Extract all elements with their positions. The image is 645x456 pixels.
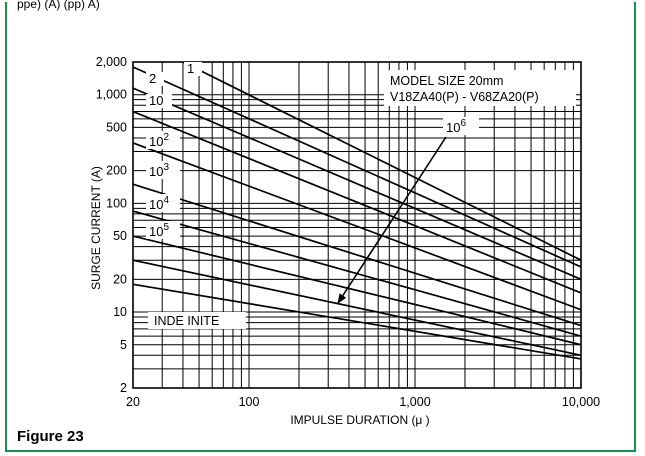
x-tick-label: 10,000 [562,395,600,409]
series-line [132,283,582,360]
y-tick-label: 50 [113,229,127,243]
y-tick-label: 10 [113,305,127,319]
curve-label: 105 [149,222,169,239]
x-tick-label: 1,000 [399,395,430,409]
curve-label: 103 [149,162,169,179]
curve-label-bg [146,161,180,179]
series-line [132,183,582,327]
series-line [182,61,582,261]
indefinite-label-bg [148,312,246,329]
curve-label: 106 [446,118,466,135]
curve-label-bg [146,94,172,108]
curve-label-bg [443,117,479,135]
series-layer [132,61,582,360]
y-tick-label: 2 [120,381,127,395]
y-tick-label: 200 [106,164,127,178]
axes: IMPULSE DURATION (μ ) SURGE CURRENT (A) … [89,55,600,427]
curve-label-bg [146,221,180,239]
series-line [132,259,582,357]
curve-label-bg [146,72,164,86]
y-tick-label: 5 [120,338,127,352]
y-tick-label: 1,000 [96,88,127,102]
curve-label: 2 [149,71,156,86]
model-size-text: MODEL SIZE 20mm [390,74,503,88]
model-range-text: V18ZA40(P) - V68ZA20(P) [390,90,539,104]
series-line [132,110,582,294]
y-tick-label: 100 [106,196,127,210]
y-tick-label: 20 [113,272,127,286]
x-axis-title: IMPULSE DURATION (μ ) [290,413,429,427]
y-tick-label: 2,000 [96,55,127,69]
y-axis-title: SURGE CURRENT (A) [89,166,103,290]
x-tick-label: 20 [126,395,140,409]
curve-label: 10 [149,93,163,108]
figure-frame: ppe) (A) (pp) A) Figure 23 [5,0,636,452]
curve-label-bg [146,194,180,212]
y-tick-label: 500 [106,120,127,134]
indefinite-label: INDE INITE [154,314,219,328]
series-line [132,87,582,281]
pointer-arrow [337,136,447,304]
series-line [132,66,582,268]
curve-label-bg [184,62,202,76]
x-tick-label: 100 [239,395,260,409]
figure-caption: Figure 23 [17,428,84,445]
curve-label: 104 [149,195,169,212]
cropped-header-text: ppe) (A) (pp) A) [17,0,100,11]
curve-label: 102 [149,132,169,149]
grid [132,61,582,389]
curve-label: 1 [187,61,194,76]
model-box-bg [384,70,576,106]
annotations: MODEL SIZE 20mm V18ZA40(P) - V68ZA20(P) … [146,61,576,329]
series-line [132,235,582,346]
curve-label-bg [146,131,180,149]
series-line [132,142,582,311]
plot-border [132,61,582,389]
